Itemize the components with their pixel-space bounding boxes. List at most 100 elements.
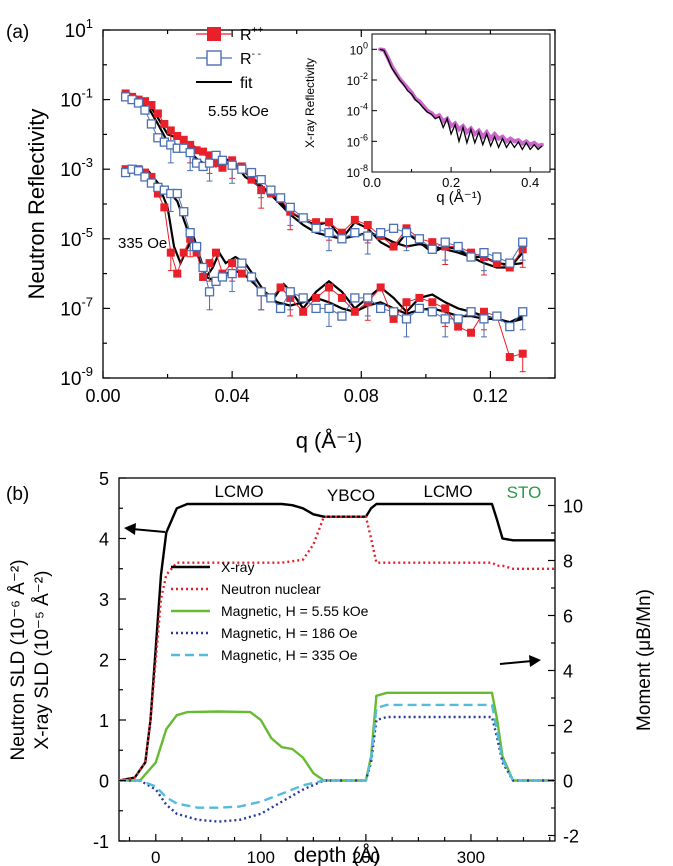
point-r-pp bbox=[237, 269, 246, 278]
point-r-pp bbox=[179, 135, 188, 144]
point-r-mm bbox=[401, 314, 412, 324]
b-yr-tick-label: 2 bbox=[563, 717, 573, 737]
point-r-pp bbox=[312, 293, 321, 302]
point-r-pp bbox=[415, 293, 424, 302]
panel-b-ticks: 0 100 200 300 -1 0 1 2 3 4 5 -2 0 2 4 6 8 10 bbox=[93, 469, 583, 866]
b-x-tick-label: 0 bbox=[151, 848, 160, 866]
point-r-mm bbox=[256, 287, 266, 297]
point-r-pp bbox=[479, 307, 488, 316]
point-r-pp bbox=[205, 259, 214, 268]
b-y-tick-label: 1 bbox=[99, 711, 109, 731]
point-r-mm bbox=[479, 247, 489, 258]
point-r-mm bbox=[350, 293, 360, 303]
legend-xray-label: X-ray bbox=[221, 559, 254, 575]
inset-y-tick-label: 10-8 bbox=[347, 163, 368, 180]
point-r-mm bbox=[298, 293, 308, 303]
point-r-mm bbox=[140, 105, 150, 115]
point-r-mm bbox=[172, 188, 182, 199]
inset-y-tick-label: 10-2 bbox=[347, 71, 368, 88]
point-r-pp bbox=[467, 328, 476, 337]
point-r-pp bbox=[186, 140, 195, 149]
inset-fit-line bbox=[379, 48, 543, 151]
point-r-mm bbox=[246, 167, 257, 178]
point-r-pp bbox=[199, 272, 208, 281]
b-y-tick-label: 3 bbox=[99, 590, 109, 610]
inset-data-point bbox=[508, 136, 513, 141]
inset-data-point bbox=[488, 136, 493, 141]
point-r-mm bbox=[140, 172, 150, 182]
point-r-mm bbox=[337, 311, 347, 321]
point-r-mm bbox=[191, 241, 202, 252]
point-r-pp bbox=[402, 298, 411, 307]
layer-label-lcmo-2: LCMO bbox=[423, 482, 472, 501]
inset-data-point bbox=[512, 139, 517, 144]
point-r-mm bbox=[492, 252, 502, 262]
point-r-mm bbox=[185, 228, 195, 238]
point-r-mm bbox=[427, 307, 437, 317]
point-r-pp bbox=[325, 283, 333, 292]
panel-a-inset: 0.0 0.2 0.4 100 10-2 10-4 10-6 10-8 X-ray Refle… bbox=[303, 33, 551, 206]
point-r-mm bbox=[311, 223, 321, 233]
point-r-mm bbox=[350, 228, 360, 238]
point-r-pp bbox=[160, 203, 169, 212]
panel-b-legend: X-ray Neutron nuclear Magnetic, H = 5.55… bbox=[171, 559, 369, 663]
panel-a-label: (a) bbox=[6, 22, 29, 43]
point-r-mm bbox=[518, 307, 528, 317]
inset-data-point bbox=[449, 124, 453, 128]
b-y-tick-label: 0 bbox=[99, 772, 109, 792]
point-r-pp bbox=[153, 109, 162, 118]
point-r-mm bbox=[453, 241, 463, 252]
annotation-5-55-kOe: 5.55 kOe bbox=[208, 103, 269, 120]
point-r-mm bbox=[453, 314, 463, 324]
point-r-mm bbox=[505, 258, 515, 268]
point-r-mm bbox=[505, 321, 515, 332]
legend-r-mm-label: R- - bbox=[240, 49, 261, 68]
panel-b: (b) 0 100 200 300 -1 0 1 2 3 4 5 -2 0 2 4 6 8 10 LCMO YBC… bbox=[6, 469, 655, 866]
inset-y-tick-label: 100 bbox=[350, 40, 368, 57]
profile-line-0 bbox=[118, 502, 555, 782]
b-x-tick-label: 200 bbox=[352, 848, 380, 866]
point-r-pp bbox=[363, 220, 372, 229]
point-r-pp bbox=[337, 228, 346, 237]
y-tick-label: 10-1 bbox=[60, 86, 93, 112]
legend-item-r-mm: R- - bbox=[196, 49, 261, 68]
inset-xlabel: q (Å⁻¹) bbox=[436, 189, 481, 206]
legend-r-pp-label: R++ bbox=[240, 25, 263, 44]
panel-b-xlabel: depth (Å) bbox=[294, 844, 380, 866]
inset-data-point bbox=[480, 134, 485, 139]
point-r-mm bbox=[204, 158, 215, 168]
inset-data-point bbox=[457, 127, 461, 132]
inset-x-tick-label: 0.2 bbox=[442, 175, 460, 190]
inset-data-point bbox=[516, 138, 521, 142]
inset-x-tick-label: 0.0 bbox=[363, 175, 381, 190]
point-r-pp bbox=[147, 100, 156, 109]
point-r-pp bbox=[140, 97, 149, 106]
b-yr-tick-label: 4 bbox=[563, 662, 573, 682]
point-r-mm bbox=[217, 272, 228, 282]
point-r-mm bbox=[427, 244, 437, 254]
inset-data bbox=[378, 47, 544, 151]
layer-label-ybco: YBCO bbox=[327, 486, 375, 505]
b-yr-tick-label: 0 bbox=[563, 772, 573, 792]
panel-a-ticks: 0.00 0.04 0.08 0.12 101 10-1 10-3 10-5 10-7 10-9 bbox=[60, 16, 556, 406]
panel-a-xlabel: q (Å⁻¹) bbox=[296, 428, 363, 453]
point-r-pp bbox=[325, 218, 333, 227]
layer-label-sto: STO bbox=[507, 483, 542, 502]
point-r-pp bbox=[228, 259, 237, 268]
point-r-pp bbox=[166, 248, 175, 257]
point-r-pp bbox=[147, 172, 156, 181]
point-r-mm bbox=[204, 287, 215, 297]
point-r-mm bbox=[518, 237, 528, 247]
panel-a-legend: R++ R- - fit bbox=[196, 25, 263, 92]
inset-ylabel: X-ray Reflectivity bbox=[303, 58, 317, 148]
point-r-pp bbox=[312, 218, 321, 227]
point-r-mm bbox=[198, 262, 208, 273]
point-r-pp bbox=[212, 248, 220, 257]
point-r-pp bbox=[173, 131, 182, 140]
legend-r-pp-marker bbox=[207, 27, 221, 41]
point-r-mm bbox=[266, 185, 276, 195]
inset-data-point bbox=[540, 142, 544, 147]
legend-mag186-label: Magnetic, H = 186 Oe bbox=[221, 625, 358, 641]
